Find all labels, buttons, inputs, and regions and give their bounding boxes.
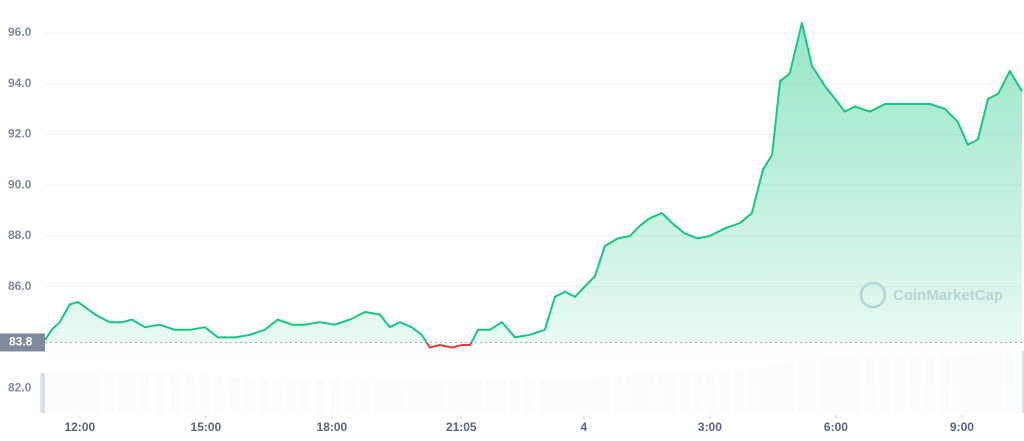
x-tick-label: 21:05 — [446, 420, 477, 434]
x-tick-label: 3:00 — [698, 420, 722, 434]
y-tick-label: 82.0 — [8, 380, 32, 394]
below-baseline-mask — [45, 342, 1022, 415]
y-tick-label: 90.0 — [8, 177, 32, 191]
x-tick-label: 6:00 — [824, 420, 848, 434]
y-tick-label: 92.0 — [8, 127, 32, 141]
area — [45, 22, 1022, 416]
baseline-label: 83.8 — [9, 335, 33, 349]
x-tick-label: 4 — [581, 420, 588, 434]
price-line — [44, 21, 1023, 349]
baseline-label-box — [0, 333, 45, 352]
y-tick-label: 94.0 — [8, 76, 32, 90]
y-tick-label: 96.0 — [8, 25, 32, 39]
y-tick-label: 86.0 — [8, 279, 32, 293]
x-tick-label: 18:00 — [317, 420, 348, 434]
x-tick-label: 12:00 — [65, 420, 96, 434]
y-tick-label: 88.0 — [8, 228, 32, 242]
x-tick-label: 15:00 — [191, 420, 222, 434]
x-tick-label: 9:00 — [950, 420, 974, 434]
